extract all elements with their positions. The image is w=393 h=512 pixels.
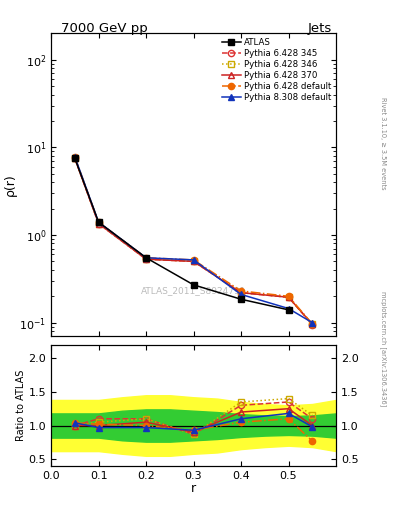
Y-axis label: ρ(r): ρ(r) — [4, 174, 17, 196]
ATLAS — [239, 296, 243, 302]
Pythia 8.308 default — [191, 257, 196, 263]
Pythia 6.428 default — [286, 293, 291, 300]
ATLAS — [72, 155, 77, 161]
Line: Pythia 6.428 346: Pythia 6.428 346 — [72, 155, 316, 327]
Pythia 6.428 346 — [239, 290, 243, 296]
Pythia 8.308 default — [286, 306, 291, 312]
ATLAS — [286, 307, 291, 313]
Pythia 6.428 346 — [191, 259, 196, 265]
Pythia 6.428 346 — [144, 256, 149, 262]
Pythia 8.308 default — [72, 154, 77, 160]
Line: Pythia 8.308 default: Pythia 8.308 default — [72, 154, 316, 326]
Pythia 6.428 345 — [72, 155, 77, 161]
ATLAS — [96, 219, 101, 225]
Pythia 6.428 345 — [96, 221, 101, 227]
Pythia 6.428 346 — [96, 221, 101, 227]
Text: mcplots.cern.ch [arXiv:1306.3436]: mcplots.cern.ch [arXiv:1306.3436] — [380, 290, 387, 406]
Pythia 6.428 370 — [72, 155, 77, 161]
Line: ATLAS: ATLAS — [72, 155, 292, 313]
Line: Pythia 6.428 345: Pythia 6.428 345 — [72, 155, 316, 328]
Pythia 6.428 default — [191, 257, 196, 263]
Pythia 6.428 370 — [239, 290, 243, 296]
Pythia 6.428 370 — [144, 256, 149, 262]
Legend: ATLAS, Pythia 6.428 345, Pythia 6.428 346, Pythia 6.428 370, Pythia 6.428 defaul: ATLAS, Pythia 6.428 345, Pythia 6.428 34… — [220, 36, 333, 104]
Pythia 6.428 346 — [310, 321, 315, 327]
X-axis label: r: r — [191, 482, 196, 495]
Pythia 8.308 default — [144, 254, 149, 261]
Pythia 8.308 default — [239, 291, 243, 297]
Pythia 6.428 346 — [72, 155, 77, 161]
Pythia 6.428 370 — [310, 321, 315, 327]
Text: 7000 GeV pp: 7000 GeV pp — [61, 22, 148, 35]
Pythia 6.428 345 — [239, 290, 243, 296]
Text: Rivet 3.1.10, ≥ 3.5M events: Rivet 3.1.10, ≥ 3.5M events — [380, 97, 386, 189]
Pythia 6.428 default — [72, 154, 77, 160]
Pythia 6.428 default — [144, 254, 149, 261]
Pythia 6.428 370 — [286, 294, 291, 301]
Y-axis label: Ratio to ATLAS: Ratio to ATLAS — [16, 370, 26, 441]
ATLAS — [191, 282, 196, 288]
Pythia 6.428 345 — [286, 294, 291, 301]
Line: Pythia 6.428 default: Pythia 6.428 default — [72, 154, 316, 327]
Pythia 6.428 345 — [310, 322, 315, 328]
ATLAS — [144, 254, 149, 261]
Pythia 6.428 default — [310, 321, 315, 327]
Pythia 6.428 345 — [144, 256, 149, 262]
Pythia 8.308 default — [310, 319, 315, 326]
Text: ATLAS_2011_S8924791: ATLAS_2011_S8924791 — [141, 286, 246, 295]
Pythia 6.428 346 — [286, 294, 291, 301]
Line: Pythia 6.428 370: Pythia 6.428 370 — [72, 155, 316, 327]
Text: Jets: Jets — [308, 22, 332, 35]
Pythia 6.428 370 — [96, 221, 101, 227]
Pythia 8.308 default — [96, 219, 101, 225]
Pythia 6.428 default — [96, 219, 101, 225]
Pythia 6.428 345 — [191, 259, 196, 265]
Pythia 6.428 370 — [191, 259, 196, 265]
Pythia 6.428 default — [239, 288, 243, 294]
